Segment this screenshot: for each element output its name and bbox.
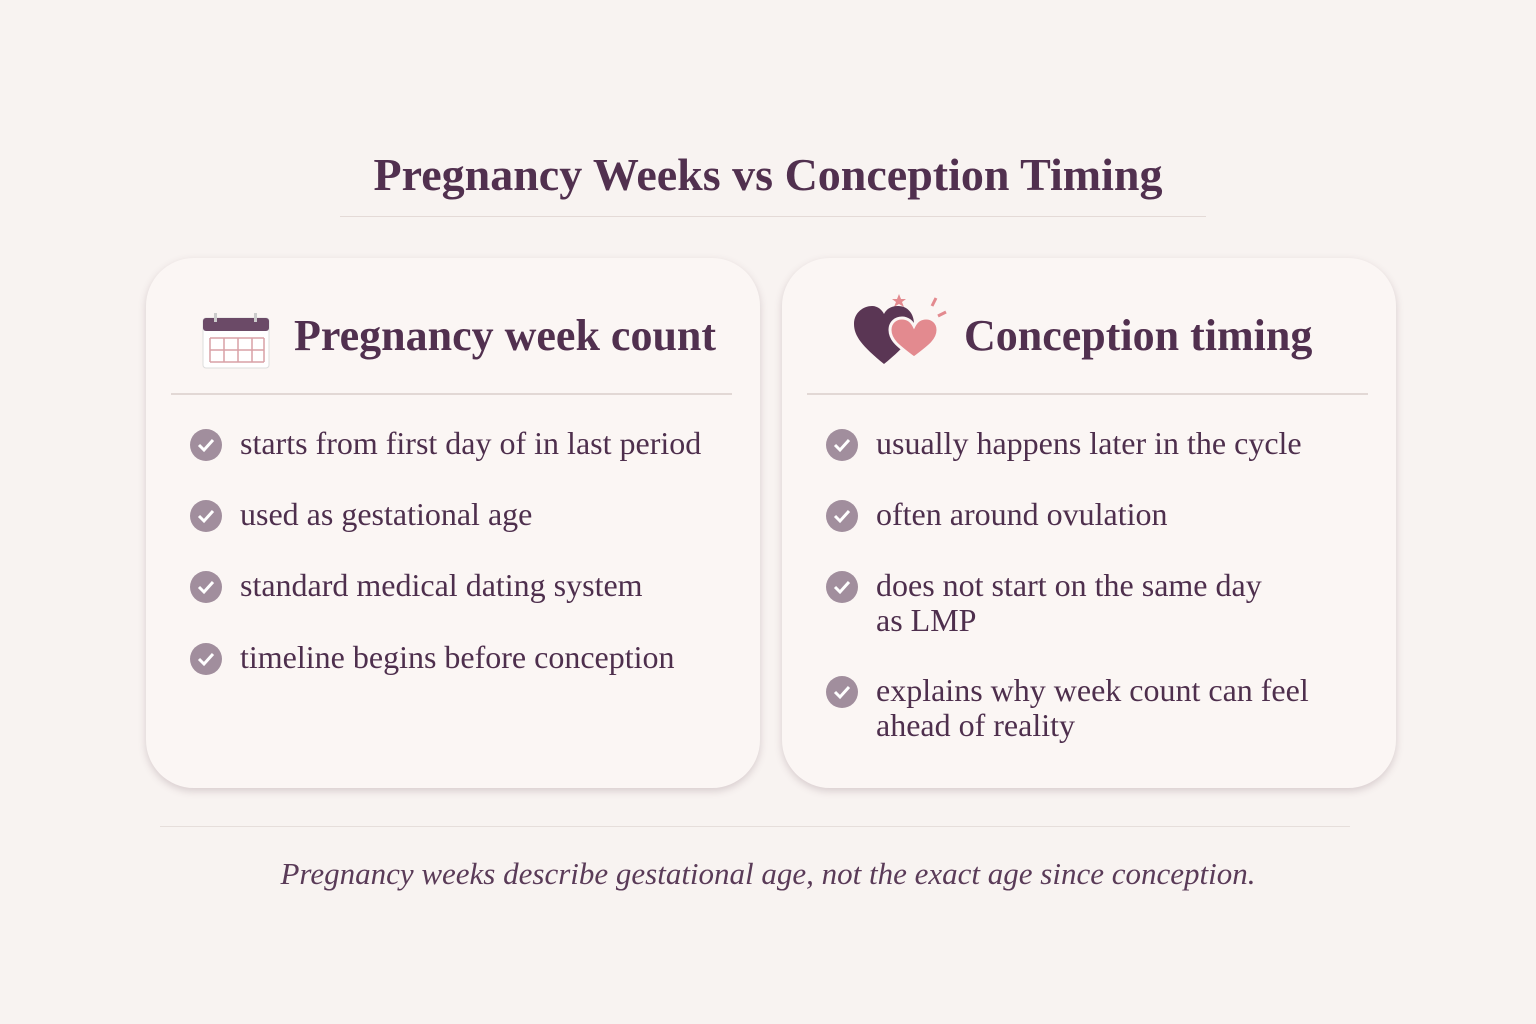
list-item: often around ovulation (826, 497, 1346, 532)
list-item: timeline begins before conception (190, 640, 675, 675)
check-icon (826, 676, 858, 708)
check-icon (190, 571, 222, 603)
page-title: Pregnancy Weeks vs Conception Timing (373, 149, 1163, 200)
list-item: explains why week count can feel ahead o… (826, 673, 1346, 743)
check-icon (190, 500, 222, 532)
list-item: starts from first day of in last period (190, 426, 701, 461)
card-divider (807, 393, 1368, 395)
title-divider (340, 216, 1206, 217)
check-icon (826, 500, 858, 532)
check-icon (190, 429, 222, 461)
conception-timing-card: Conception timing usually happens later … (782, 258, 1396, 788)
check-icon (826, 571, 858, 603)
check-icon (826, 429, 858, 461)
calendar-icon (202, 312, 270, 375)
card-heading: Pregnancy week count (294, 311, 717, 360)
list-item: standard medical dating system (190, 568, 643, 603)
footer-note: Pregnancy weeks describe gestational age… (280, 856, 1256, 891)
hearts-icon (852, 286, 952, 371)
list-item: used as gestational age (190, 497, 532, 532)
card-divider (171, 393, 732, 395)
list-item: usually happens later in the cycle (826, 426, 1346, 461)
list-item: does not start on the same day as LMP (826, 568, 1286, 638)
check-icon (190, 643, 222, 675)
card-heading: Conception timing (964, 311, 1313, 360)
footer-divider (160, 826, 1350, 827)
pregnancy-week-card: Pregnancy week count starts from first d… (146, 258, 760, 788)
